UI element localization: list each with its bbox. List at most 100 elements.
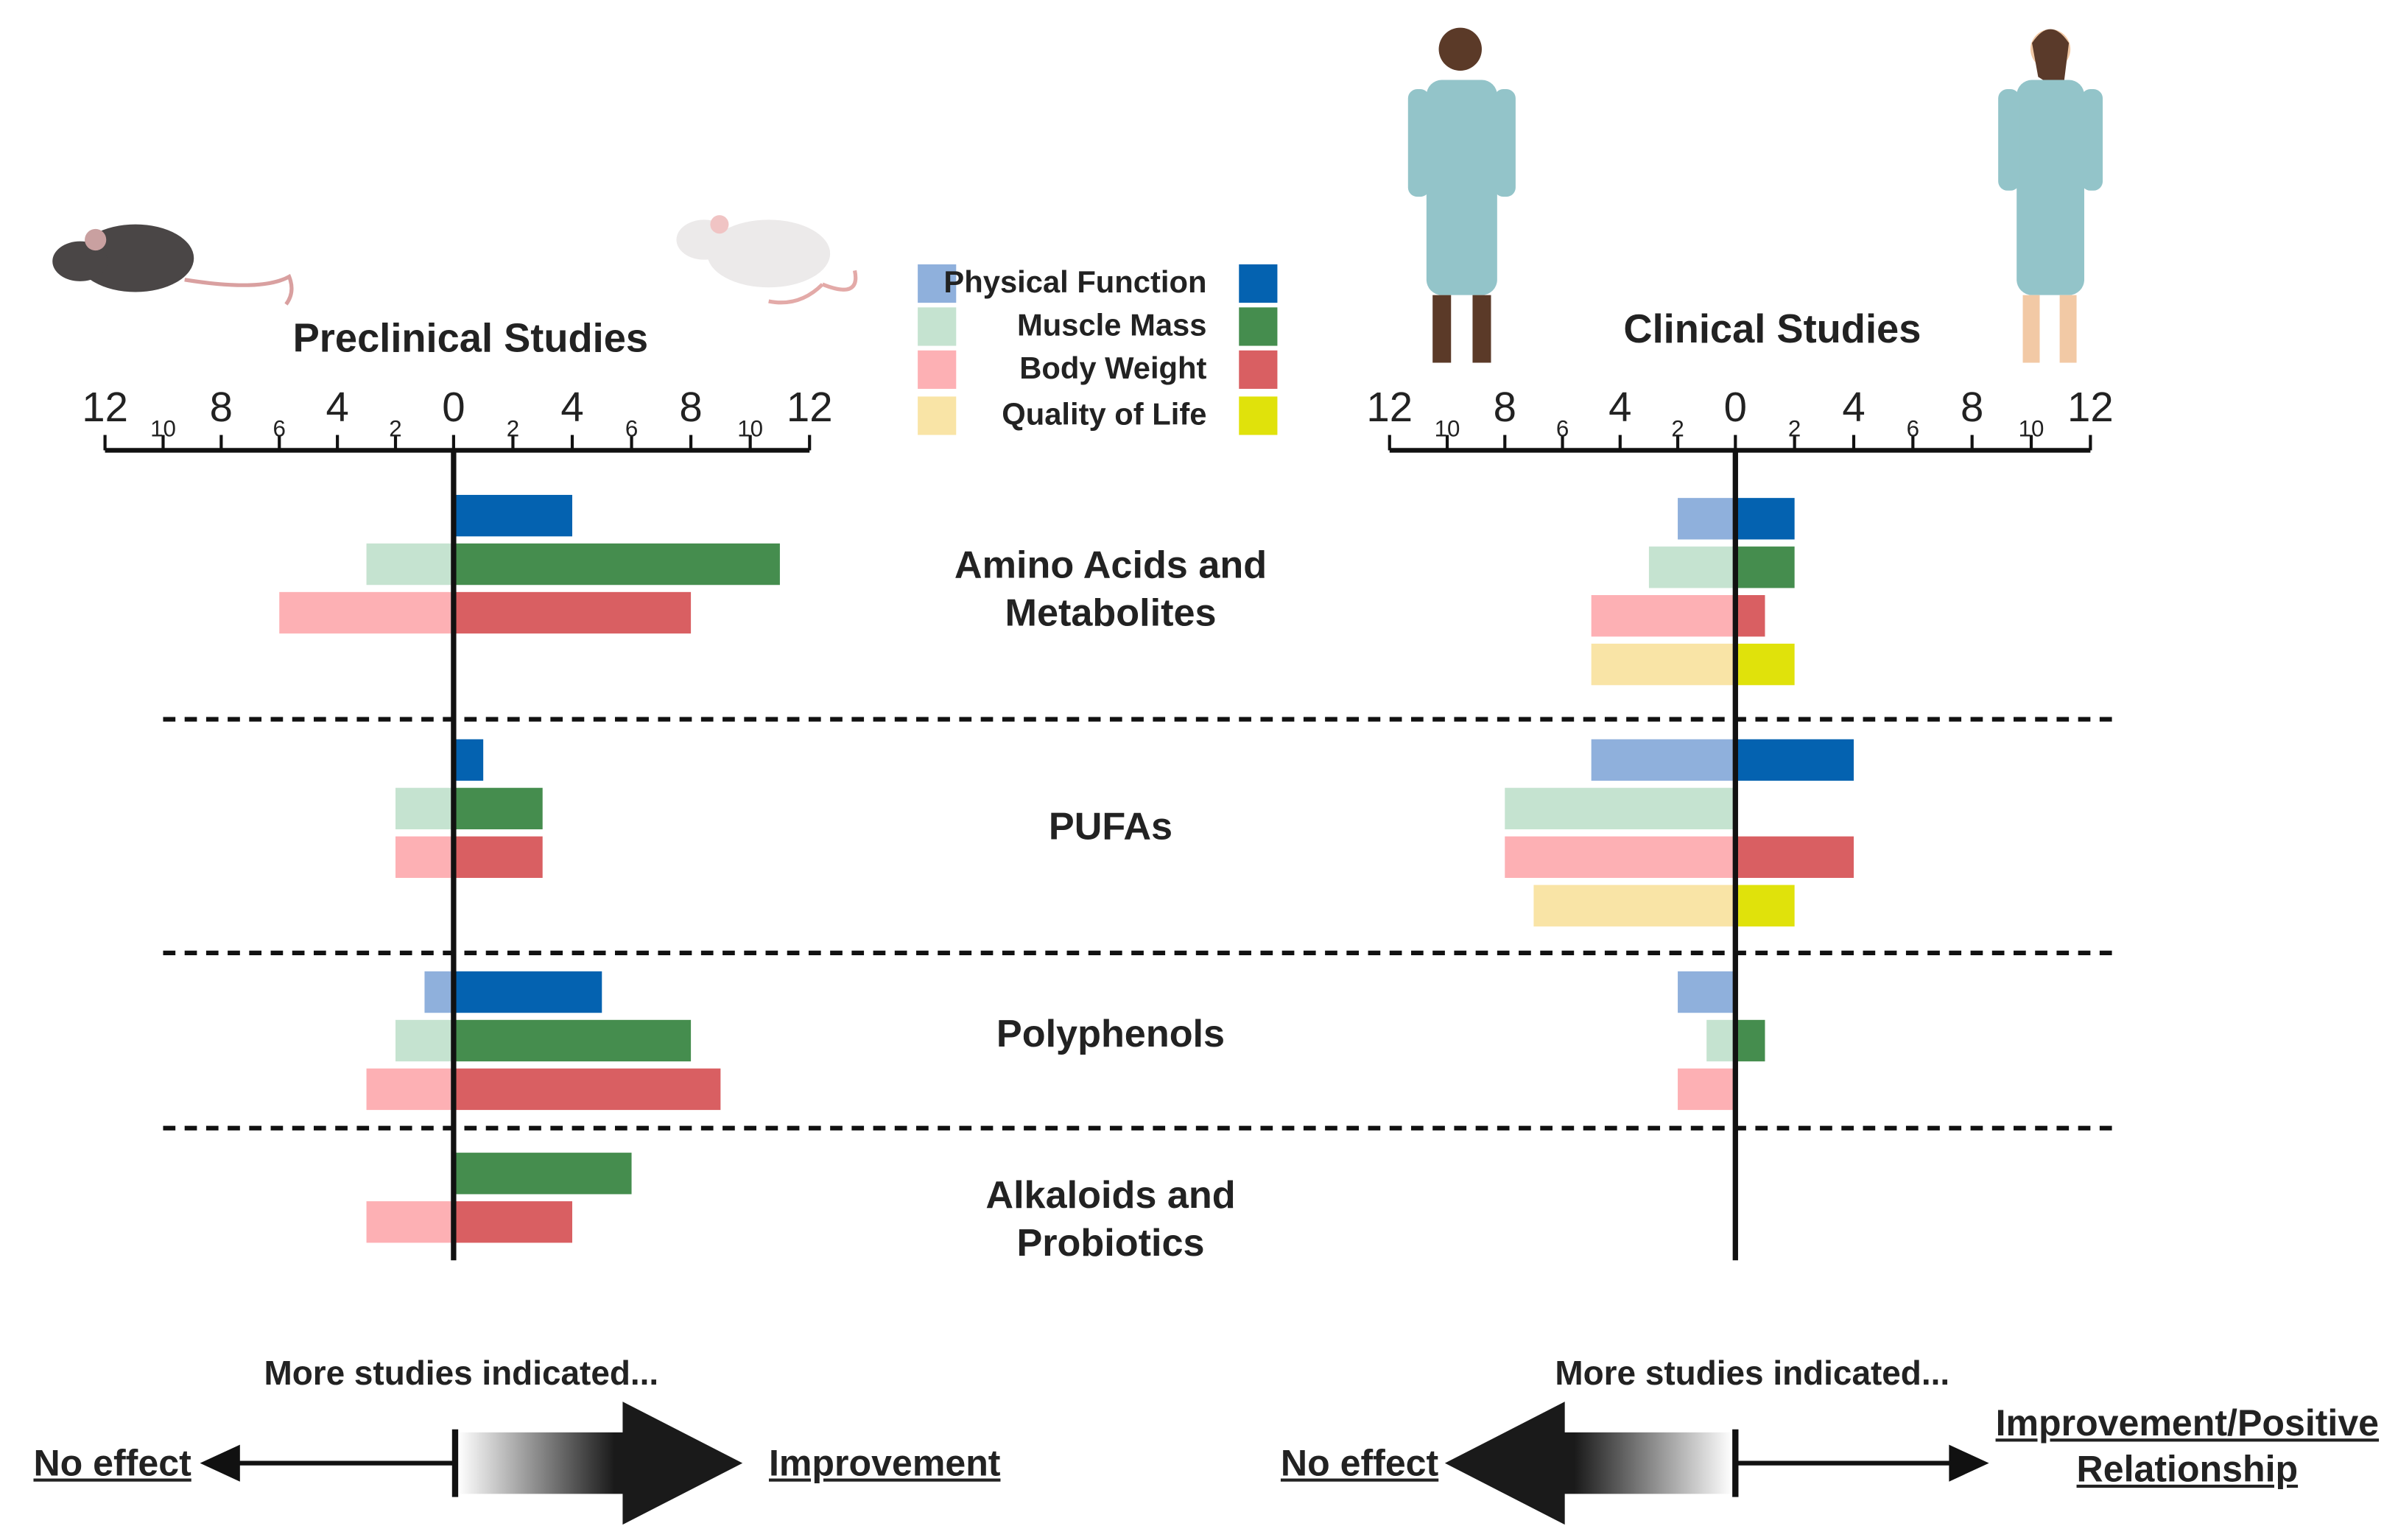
bar-improvement: [1735, 885, 1795, 927]
x-tick-label: 6: [1556, 416, 1569, 442]
legend-swatch-light: [918, 350, 957, 389]
legend-swatch-light: [918, 307, 957, 346]
bar-improvement: [1735, 546, 1795, 588]
category-label: PUFAs: [1048, 806, 1173, 849]
bar-improvement: [453, 1201, 572, 1243]
bar-no-effect: [1505, 836, 1736, 878]
bar-improvement: [453, 971, 602, 1013]
x-tick-label: 12: [82, 384, 128, 430]
bar-no-effect: [1678, 971, 1736, 1013]
x-tick-label: 12: [1366, 384, 1413, 430]
legend-swatch-dark: [1239, 350, 1278, 389]
x-tick-label: 4: [1842, 384, 1865, 430]
category-label: Amino Acids and Metabolites: [954, 544, 1267, 635]
improvement-label-box: Improvement/Positive Relationship: [1995, 1403, 2380, 1491]
bar-no-effect: [395, 1019, 454, 1062]
bar-no-effect: [1533, 885, 1736, 927]
category-label-box: Amino Acids and Metabolites: [954, 544, 1267, 635]
mouse-icon: [52, 224, 294, 306]
bar-improvement: [453, 836, 543, 878]
x-tick-label: 4: [326, 384, 348, 430]
bar-no-effect: [366, 1201, 454, 1243]
rat-icon: [676, 215, 858, 305]
x-tick-label: 6: [1907, 416, 1919, 442]
legend-label: Physical Function: [943, 264, 1206, 299]
x-tick-label: 12: [2067, 384, 2114, 430]
category-label-box: Alkaloids and Probiotics: [985, 1173, 1236, 1265]
right-arrows: [1444, 1402, 1989, 1525]
x-tick-label: 10: [150, 416, 176, 442]
caption-box: More studies indicated...: [1555, 1354, 1949, 1392]
x-tick-label: 2: [1788, 416, 1801, 442]
legend-swatch-dark: [1239, 307, 1278, 346]
x-tick-label: 8: [210, 384, 233, 430]
bar-improvement: [453, 787, 543, 830]
bar-no-effect: [1591, 739, 1736, 781]
category-label-box: Polyphenols: [996, 1013, 1226, 1057]
category-label: Alkaloids and Probiotics: [985, 1173, 1236, 1265]
bar-no-effect: [1706, 1019, 1736, 1062]
chart-title: Preclinical Studies: [293, 317, 648, 361]
bar-improvement: [1735, 1019, 1765, 1062]
woman-icon: [1998, 29, 2103, 363]
bar-improvement: [453, 591, 692, 634]
bar-improvement: [453, 1068, 721, 1111]
legend-swatch-light: [918, 396, 957, 435]
bar-improvement: [1735, 836, 1854, 878]
x-tick-label: 12: [787, 384, 833, 430]
caption-box: More studies indicated...: [264, 1354, 659, 1393]
bar-improvement: [1735, 595, 1765, 637]
improvement-label: Improvement/Positive Relationship: [1995, 1403, 2380, 1491]
bar-no-effect: [1678, 1068, 1736, 1111]
x-tick-label: 6: [625, 416, 638, 442]
no-effect-label-box: No effect: [33, 1443, 191, 1485]
caption: More studies indicated...: [264, 1354, 659, 1393]
no-effect-label: No effect: [33, 1443, 191, 1485]
man-icon: [1407, 27, 1516, 363]
no-effect-label: No effect: [1280, 1443, 1439, 1485]
legend-swatch-dark: [1239, 396, 1278, 435]
x-tick-label: 8: [1961, 384, 1983, 430]
x-tick-label: 8: [1494, 384, 1516, 430]
chart-title: Clinical Studies: [1623, 307, 1921, 351]
x-tick-label: 10: [2019, 416, 2044, 442]
improvement-label-box: Improvement: [768, 1443, 1001, 1485]
bar-improvement: [1735, 498, 1795, 540]
x-tick-label: 4: [560, 384, 583, 430]
bar-improvement: [453, 1019, 692, 1062]
x-tick-label: 0: [1724, 384, 1747, 430]
bar-improvement: [1735, 739, 1854, 781]
bar-no-effect: [395, 787, 454, 830]
bar-improvement: [453, 1153, 632, 1195]
x-tick-label: 2: [507, 416, 519, 442]
bar-no-effect: [1591, 643, 1736, 686]
legend-label: Muscle Mass: [1017, 308, 1206, 342]
x-tick-label: 8: [679, 384, 702, 430]
legend-label: Body Weight: [1019, 351, 1206, 385]
bar-no-effect: [366, 1068, 454, 1111]
category-label: Polyphenols: [996, 1013, 1226, 1057]
no-effect-label-box: No effect: [1280, 1443, 1439, 1485]
x-tick-label: 10: [737, 416, 763, 442]
x-tick-label: 6: [273, 416, 286, 442]
improvement-label: Improvement: [768, 1443, 1001, 1485]
bar-improvement: [453, 543, 780, 586]
bar-no-effect: [395, 836, 454, 878]
bar-no-effect: [366, 543, 454, 586]
bar-no-effect: [1591, 595, 1736, 637]
bar-improvement: [453, 739, 484, 781]
bar-improvement: [1735, 643, 1795, 686]
bar-improvement: [453, 494, 572, 537]
legend-label: Quality of Life: [1002, 397, 1206, 432]
x-tick-label: 2: [389, 416, 401, 442]
x-tick-label: 10: [1435, 416, 1460, 442]
x-tick-label: 0: [442, 384, 465, 430]
bar-no-effect: [279, 591, 454, 634]
legend-swatch-light: [918, 264, 957, 303]
bar-no-effect: [424, 971, 454, 1013]
x-tick-label: 4: [1608, 384, 1631, 430]
bar-no-effect: [1648, 546, 1736, 588]
category-label-box: PUFAs: [1048, 806, 1173, 849]
